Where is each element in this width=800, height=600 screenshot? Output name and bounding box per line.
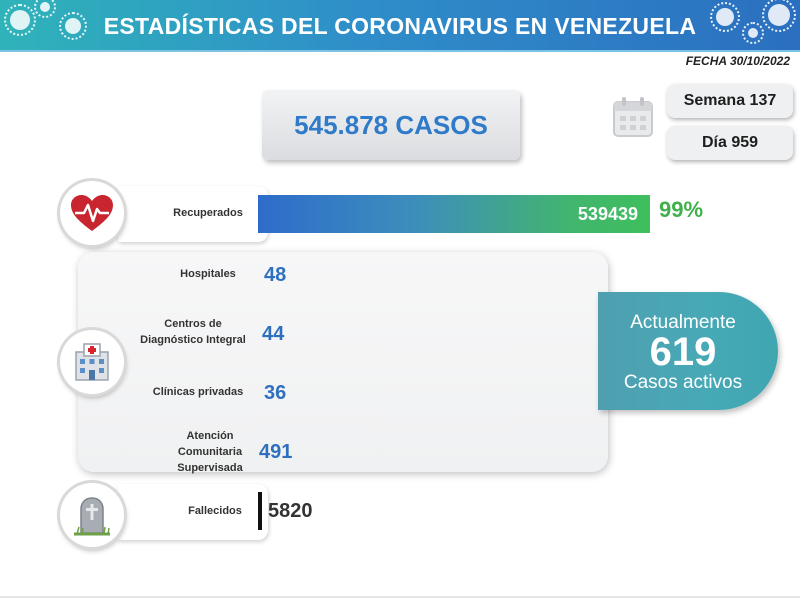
active-cases-caption-top: Actualmente: [630, 312, 736, 333]
cdi-value: 44: [262, 323, 285, 345]
page-title: ESTADÍSTICAS DEL CORONAVIRUS EN VENEZUEL…: [103, 13, 697, 39]
hospitals-value: 48: [264, 264, 287, 286]
active-cases-caption-bottom: Casos activos: [623, 372, 743, 393]
deaths-value: 5820: [268, 500, 313, 522]
virus-icon: [762, 0, 796, 32]
header-banner: ESTADÍSTICAS DEL CORONAVIRUS EN VENEZUEL…: [0, 0, 800, 50]
cdi-label-line1: Centros de: [164, 318, 222, 330]
recovered-icon-badge: [60, 181, 124, 245]
community-value: 491: [259, 441, 293, 463]
tombstone-icon: [74, 497, 110, 536]
recovered-card: [118, 186, 268, 242]
hospitals-label: Hospitales: [180, 268, 236, 280]
private-clinics-label: Clínicas privadas: [152, 386, 244, 398]
recovered-bar: 539439: [258, 195, 650, 233]
community-label-line1: Atención: [186, 430, 234, 442]
hospital-icon: [75, 343, 109, 381]
hospitalization-panel: [78, 252, 608, 472]
recovered-percent: 99%: [659, 197, 704, 222]
header-divider: [0, 50, 800, 52]
virus-icon: [59, 12, 87, 40]
virus-icon: [34, 0, 56, 18]
heart-icon: [71, 195, 113, 231]
deaths-marker: [258, 492, 262, 530]
deaths-label: Fallecidos: [188, 505, 242, 517]
private-clinics-value: 36: [264, 382, 287, 404]
virus-icon: [4, 4, 36, 36]
report-date: FECHA 30/10/2022: [685, 54, 790, 68]
active-cases-panel: Actualmente 619 Casos activos: [598, 292, 778, 410]
cdi-label-line2: Diagnóstico Integral: [140, 334, 246, 346]
deaths-icon-badge: [60, 483, 124, 547]
virus-icon: [742, 22, 764, 44]
total-cases: 545.878 CASOS: [262, 90, 520, 160]
calendar-icon: [613, 97, 653, 137]
footer-divider: [0, 596, 800, 598]
community-label-line3: Supervisada: [177, 462, 243, 474]
active-cases-number: 619: [649, 330, 717, 374]
deaths-card: [118, 484, 268, 540]
day-counter: Día 959: [667, 126, 793, 160]
community-label-line2: Comunitaria: [177, 446, 243, 458]
virus-icon: [710, 2, 740, 32]
recovered-value: 539439: [577, 204, 638, 224]
week-counter: Semana 137: [667, 84, 793, 118]
recovered-label: Recuperados: [173, 207, 243, 219]
hospital-icon-badge: [60, 330, 124, 394]
